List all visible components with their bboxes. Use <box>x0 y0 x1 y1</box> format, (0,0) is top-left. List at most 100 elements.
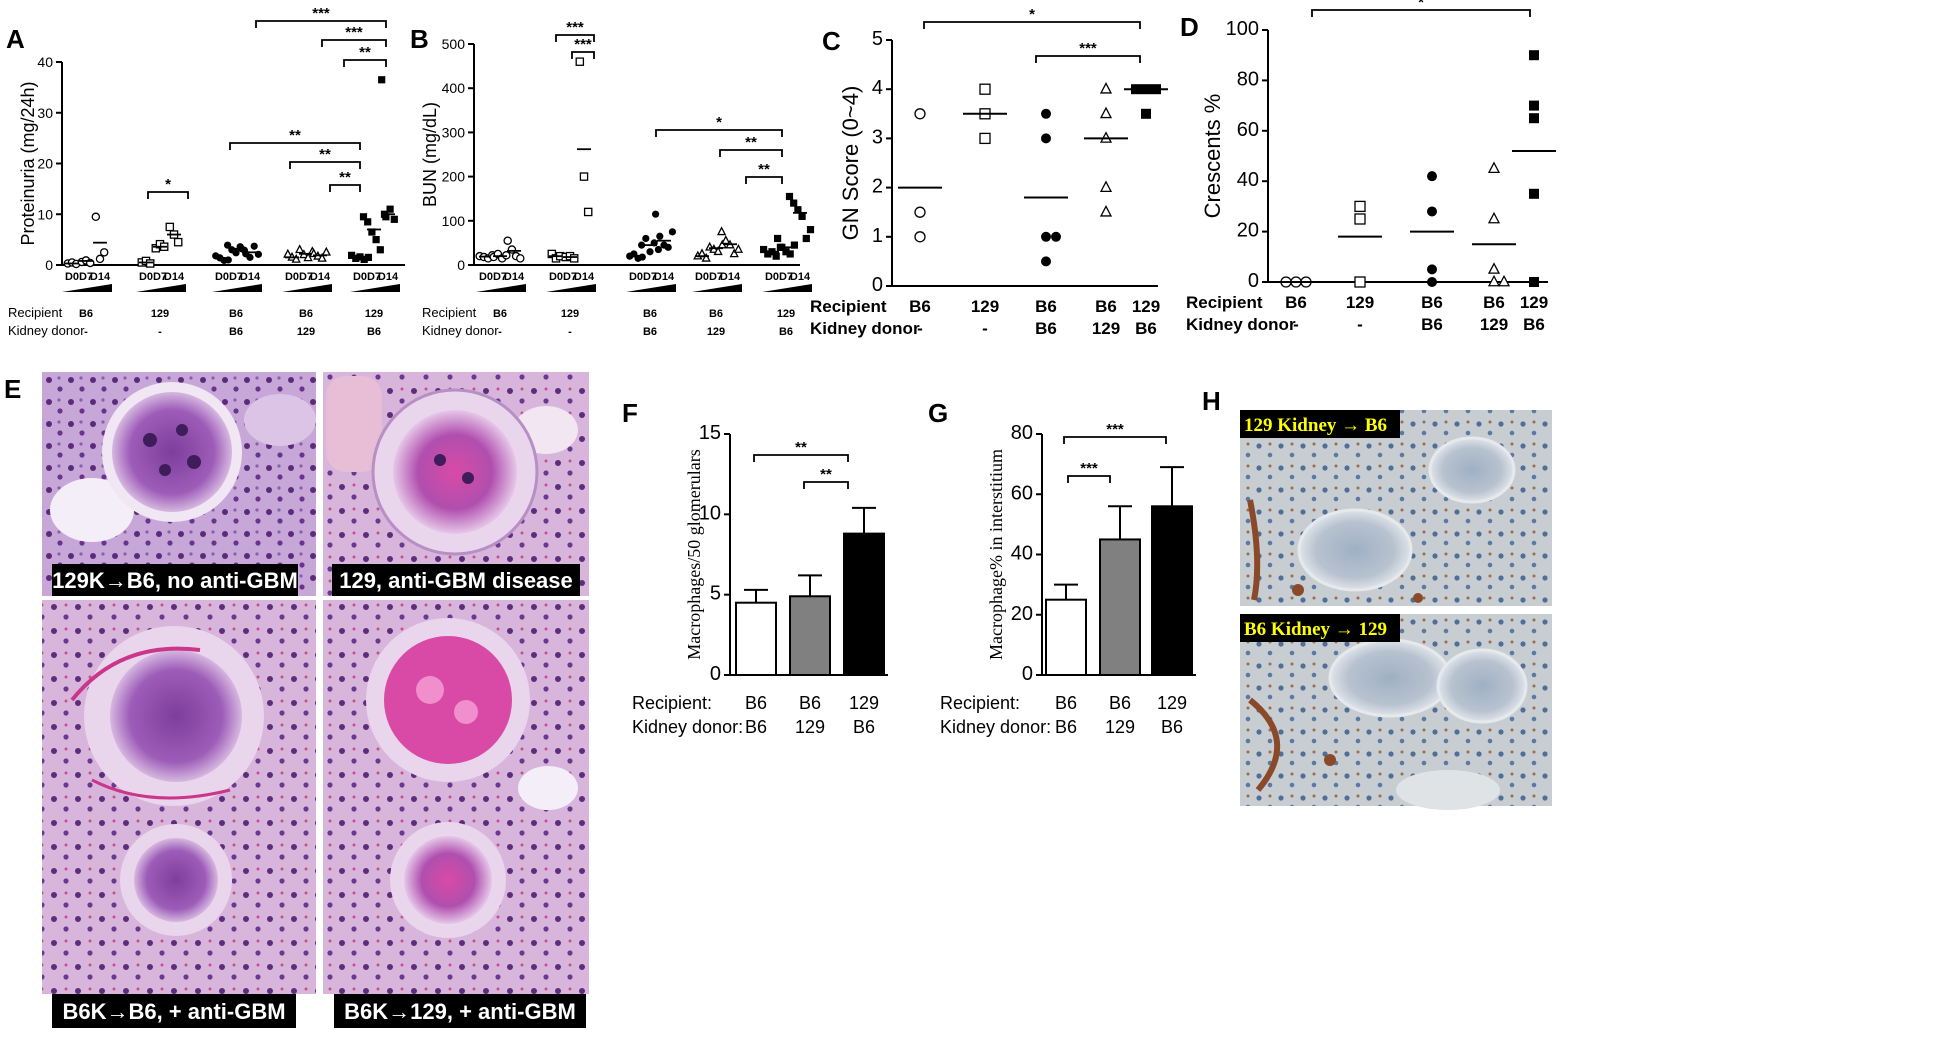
day-label: D7 <box>367 271 381 283</box>
time-wedge <box>476 284 526 292</box>
day-label: D0 <box>353 271 367 283</box>
data-point <box>772 252 780 260</box>
data-point <box>386 205 394 213</box>
y-tick-label: 0 <box>45 257 53 273</box>
data-point <box>1427 206 1437 217</box>
day-label: D0 <box>65 271 79 283</box>
glomerulus-core <box>134 838 218 922</box>
ihc-image-129k-b6: 129 Kidney → B6 <box>1240 410 1552 606</box>
y-tick-label: 40 <box>1237 169 1259 191</box>
recipient-value: 129 <box>777 308 795 320</box>
donor-value: - <box>982 319 988 338</box>
data-point <box>291 253 301 263</box>
data-point <box>664 243 672 251</box>
data-point <box>1529 113 1539 124</box>
data-point <box>575 57 585 66</box>
chart-crescents: 0 20 40 60 80 100 Crescents % B6 - 129 - B6 B6 B6 129 1… <box>1186 0 1556 334</box>
data-point <box>321 246 331 256</box>
donor-value: B6 <box>1135 319 1157 338</box>
data-point <box>1487 211 1501 224</box>
recipient-value: B6 <box>709 308 723 320</box>
recipient-value: B6 <box>745 693 767 713</box>
significance-bracket <box>803 481 849 489</box>
data-point <box>1099 82 1113 94</box>
data-point <box>774 234 782 243</box>
recipient-value: B6 <box>799 693 821 713</box>
data-point <box>642 234 650 243</box>
data-point <box>378 76 386 84</box>
significance-label: *** <box>574 36 592 53</box>
data-point <box>376 246 384 254</box>
day-label: D7 <box>299 271 313 283</box>
data-point <box>1487 161 1501 174</box>
donor-value: 129 <box>1092 319 1120 338</box>
donor-value: 129 <box>707 326 725 338</box>
significance-label: ** <box>319 146 331 163</box>
significance-label: *** <box>1079 40 1097 57</box>
data-point <box>1529 50 1539 61</box>
donor-value: B6 <box>1523 315 1545 334</box>
chart-gn-score: 0 1 2 3 4 5 GN Score (0~4) B6 - 129 - B6 B6 B6 129 129 B… <box>810 6 1168 338</box>
recipient-value: B6 <box>909 297 931 316</box>
day-label: D14 <box>164 271 185 283</box>
data-point <box>652 210 660 218</box>
y-tick-label: 5 <box>710 583 721 605</box>
time-wedge <box>692 284 742 292</box>
significance-bracket <box>719 149 783 157</box>
significance-bracket <box>753 454 849 462</box>
donor-value: - <box>158 326 162 338</box>
day-label: D7 <box>493 271 507 283</box>
data-point <box>785 192 794 201</box>
data-point <box>95 254 105 264</box>
significance-bracket <box>329 184 361 192</box>
time-wedge <box>62 284 112 292</box>
recipient-value: B6 <box>1095 297 1117 316</box>
recipient-value: 129 <box>971 297 999 316</box>
day-label: D0 <box>215 271 229 283</box>
data-point <box>173 237 183 247</box>
svg-text:B6K→B6, + anti-GBM: B6K→B6, + anti-GBM <box>62 999 285 1024</box>
y-axis-label: Proteinuria (mg/24h) <box>18 81 38 245</box>
y-tick-label: 15 <box>699 422 721 444</box>
day-label: D7 <box>229 271 243 283</box>
donor-value: - <box>1357 315 1363 334</box>
data-point <box>1427 171 1437 182</box>
y-tick-label: 20 <box>37 156 53 172</box>
day-label: D7 <box>643 271 657 283</box>
recipient-value: B6 <box>643 308 657 320</box>
data-point <box>638 241 646 249</box>
donor-value: B6 <box>779 326 793 338</box>
data-point <box>372 236 380 244</box>
data-point <box>1487 262 1501 274</box>
y-tick-label: 300 <box>442 124 466 140</box>
data-point <box>733 243 744 253</box>
y-tick-label: 80 <box>1011 422 1033 444</box>
y-tick-label: 0 <box>457 257 465 273</box>
significance-bracket <box>321 39 387 47</box>
data-point <box>668 228 677 236</box>
day-label: D14 <box>378 271 399 283</box>
y-axis-label: Macrophage% in interstitium <box>986 449 1006 660</box>
data-point <box>656 232 664 240</box>
y-tick-label: 40 <box>1011 543 1033 565</box>
recipient-value: 129 <box>849 693 879 713</box>
data-point <box>979 83 991 95</box>
y-tick-label: 100 <box>442 213 466 229</box>
data-point <box>359 213 368 221</box>
y-tick-label: 30 <box>37 105 53 121</box>
data-point <box>507 245 517 254</box>
panel-label-b: B <box>410 24 429 54</box>
micrograph-b6k-b6-anti-gbm <box>42 600 316 824</box>
recipient-row-label: Recipient <box>8 305 63 320</box>
data-point <box>790 241 798 249</box>
data-point <box>382 213 390 221</box>
data-point <box>654 245 663 254</box>
data-point <box>232 249 240 257</box>
data-point <box>1354 200 1366 213</box>
recipient-value: B6 <box>79 308 93 320</box>
donor-value: B6 <box>745 717 767 737</box>
significance-bracket <box>343 59 387 67</box>
histology-caption-1: 129K→B6, no anti-GBM <box>52 564 298 596</box>
